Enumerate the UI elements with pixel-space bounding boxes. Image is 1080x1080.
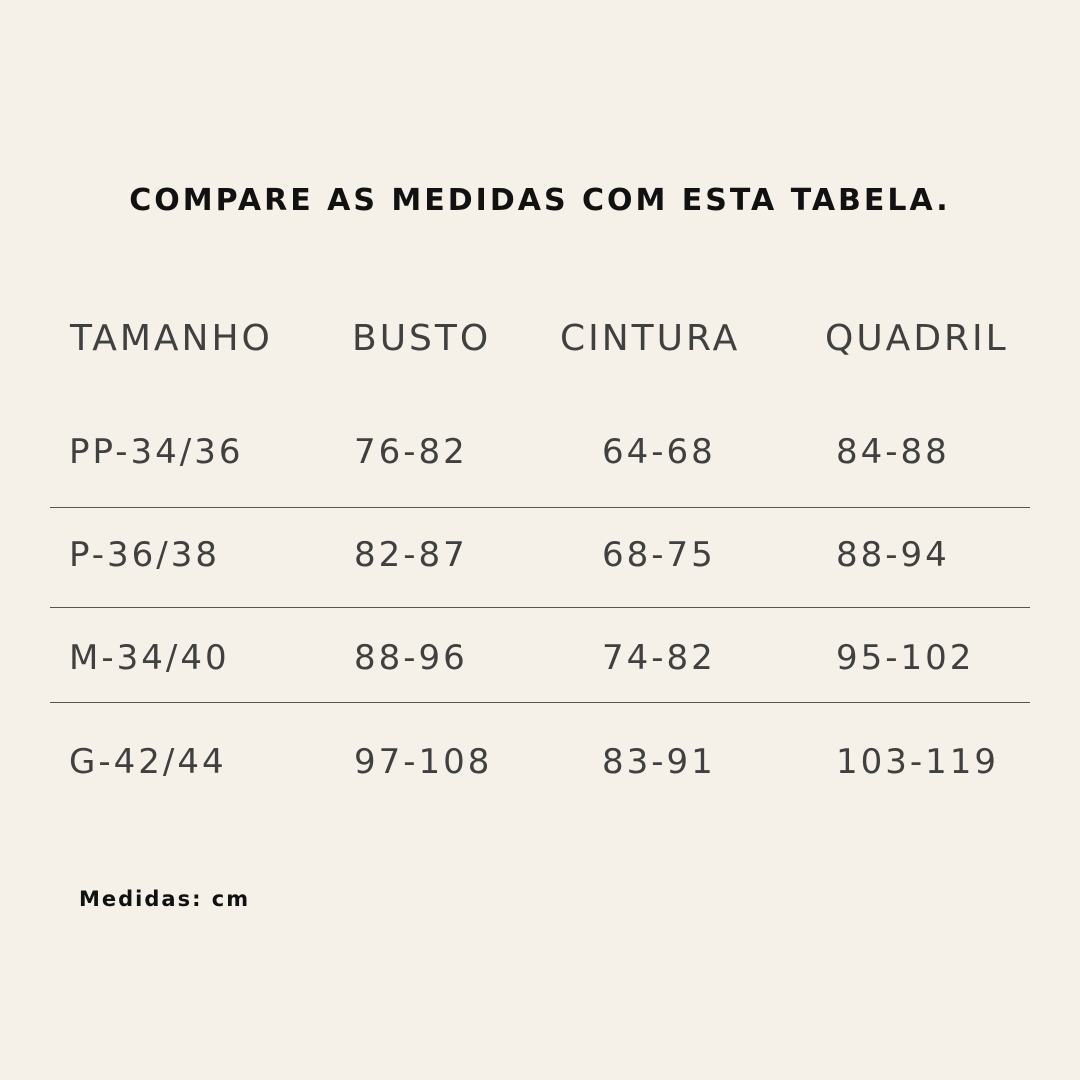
header-quadril: QUADRIL	[825, 318, 1009, 359]
cell-size: PP-34/36	[69, 432, 244, 472]
units-note: Medidas: cm	[79, 887, 251, 911]
header-cintura: CINTURA	[560, 318, 741, 359]
cell-busto: 88-96	[354, 638, 468, 678]
header-tamanho: TAMANHO	[70, 318, 273, 359]
page-title: COMPARE AS MEDIDAS COM ESTA TABELA.	[129, 183, 951, 218]
cell-busto: 82-87	[354, 535, 468, 575]
cell-cintura: 68-75	[602, 535, 716, 575]
cell-size: P-36/38	[69, 535, 221, 575]
cell-busto: 97-108	[354, 742, 493, 782]
cell-cintura: 64-68	[602, 432, 716, 472]
cell-quadril: 103-119	[836, 742, 1000, 782]
cell-cintura: 74-82	[602, 638, 716, 678]
cell-size: M-34/40	[69, 638, 230, 678]
row-divider	[50, 702, 1030, 703]
cell-quadril: 95-102	[836, 638, 975, 678]
row-divider	[50, 507, 1030, 508]
cell-cintura: 83-91	[602, 742, 716, 782]
cell-quadril: 88-94	[836, 535, 950, 575]
cell-busto: 76-82	[354, 432, 468, 472]
row-divider	[50, 607, 1030, 608]
cell-quadril: 84-88	[836, 432, 950, 472]
header-busto: BUSTO	[352, 318, 492, 359]
cell-size: G-42/44	[69, 742, 227, 782]
